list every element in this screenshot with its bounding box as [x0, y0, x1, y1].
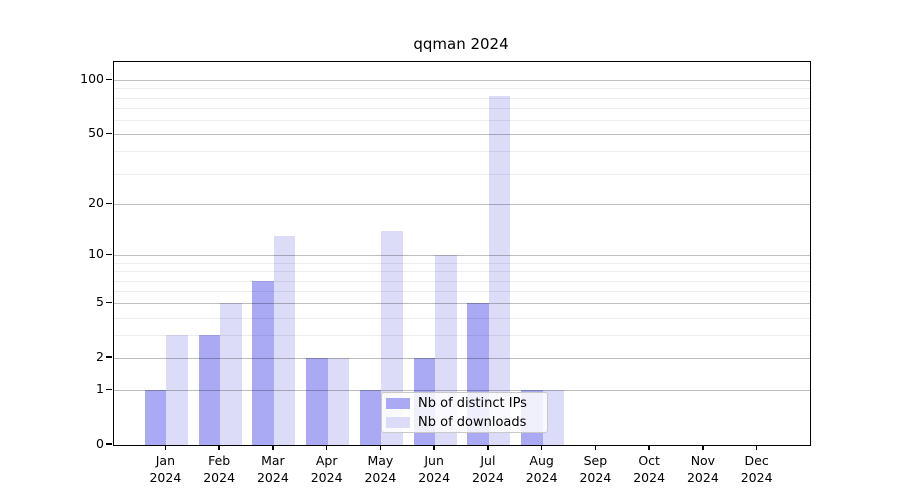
minor-gridline: [114, 271, 810, 273]
legend-label: Nb of downloads: [418, 414, 527, 430]
bar-downloads: [273, 236, 296, 445]
y-tick-mark: [106, 78, 112, 80]
major-gridline: [114, 80, 810, 82]
y-tick-mark: [106, 388, 112, 390]
y-tick-label: 0: [96, 436, 104, 451]
minor-gridline: [114, 263, 810, 264]
bar-distinct-ips: [144, 390, 167, 445]
x-tick-mark: [325, 445, 328, 450]
x-tick-label: Jul 2024: [471, 453, 504, 485]
minor-gridline: [114, 151, 810, 153]
y-tick-mark: [106, 301, 112, 304]
major-gridline: [114, 303, 810, 305]
bar-downloads: [488, 95, 511, 445]
y-tick-label: 100: [80, 71, 104, 87]
legend-item-downloads: Nb of downloads: [382, 414, 547, 430]
x-tick-label: May 2024: [364, 453, 397, 485]
x-tick-mark: [218, 445, 220, 450]
y-tick-mark: [106, 202, 112, 205]
y-tick-mark: [106, 132, 112, 134]
x-tick-mark: [379, 445, 382, 450]
bar-downloads: [220, 303, 242, 445]
minor-gridline: [114, 173, 810, 175]
y-tick-label: 10: [88, 246, 104, 262]
major-gridline: [114, 255, 810, 257]
major-gridline: [114, 390, 810, 392]
x-tick-label: Feb 2024: [203, 453, 236, 485]
x-tick-mark: [164, 445, 167, 450]
y-tick-label: 5: [96, 294, 104, 310]
bar-distinct-ips: [359, 390, 382, 445]
x-tick-mark: [594, 445, 597, 450]
major-gridline: [114, 204, 810, 206]
plot-area: Nb of distinct IPs Nb of downloads: [113, 61, 811, 446]
major-gridline: [114, 358, 810, 360]
legend-swatch-distinct-ips: [386, 397, 410, 409]
minor-gridline: [114, 88, 810, 90]
minor-gridline: [114, 120, 810, 122]
x-tick-label: Nov 2024: [686, 453, 719, 485]
y-tick-label: 20: [88, 195, 104, 211]
x-tick-mark: [702, 445, 704, 450]
x-tick-label: Jan 2024: [149, 453, 182, 485]
bar-downloads: [327, 358, 350, 445]
x-tick-label: Jun 2024: [418, 453, 451, 485]
bar-distinct-ips: [252, 280, 274, 445]
x-tick-label: Sep 2024: [579, 453, 612, 485]
legend: Nb of distinct IPs Nb of downloads: [381, 392, 548, 433]
legend-swatch-downloads: [386, 416, 410, 428]
legend-label: Nb of distinct IPs: [418, 395, 527, 411]
minor-gridline: [114, 97, 810, 99]
chart-title: qqman 2024: [413, 35, 509, 53]
y-tick-mark: [106, 443, 112, 445]
bar-downloads: [166, 335, 188, 445]
minor-gridline: [114, 108, 810, 110]
x-tick-mark: [648, 445, 650, 450]
y-tick-label: 1: [96, 381, 104, 397]
x-tick-label: Aug 2024: [525, 453, 558, 485]
x-tick-mark: [433, 445, 435, 450]
minor-gridline: [114, 280, 810, 282]
bar-distinct-ips: [306, 358, 328, 445]
x-tick-mark: [487, 445, 489, 450]
x-tick-mark: [755, 445, 758, 450]
y-tick-label: 50: [88, 125, 104, 141]
minor-gridline: [114, 291, 810, 293]
bar-distinct-ips: [198, 335, 221, 445]
x-tick-label: Oct 2024: [633, 453, 666, 485]
bar-downloads: [381, 230, 403, 445]
x-tick-label: Dec 2024: [740, 453, 773, 485]
x-tick-mark: [272, 445, 274, 450]
minor-gridline: [114, 317, 810, 319]
legend-item-distinct-ips: Nb of distinct IPs: [382, 395, 547, 411]
x-tick-label: Mar 2024: [256, 453, 289, 485]
y-tick-mark: [106, 356, 112, 358]
bar-downloads: [542, 390, 565, 445]
minor-gridline: [114, 335, 810, 337]
x-tick-mark: [540, 445, 543, 450]
y-tick-label: 2: [96, 349, 104, 365]
x-tick-label: Apr 2024: [310, 453, 343, 485]
major-gridline: [114, 134, 810, 136]
y-tick-mark: [106, 253, 112, 256]
